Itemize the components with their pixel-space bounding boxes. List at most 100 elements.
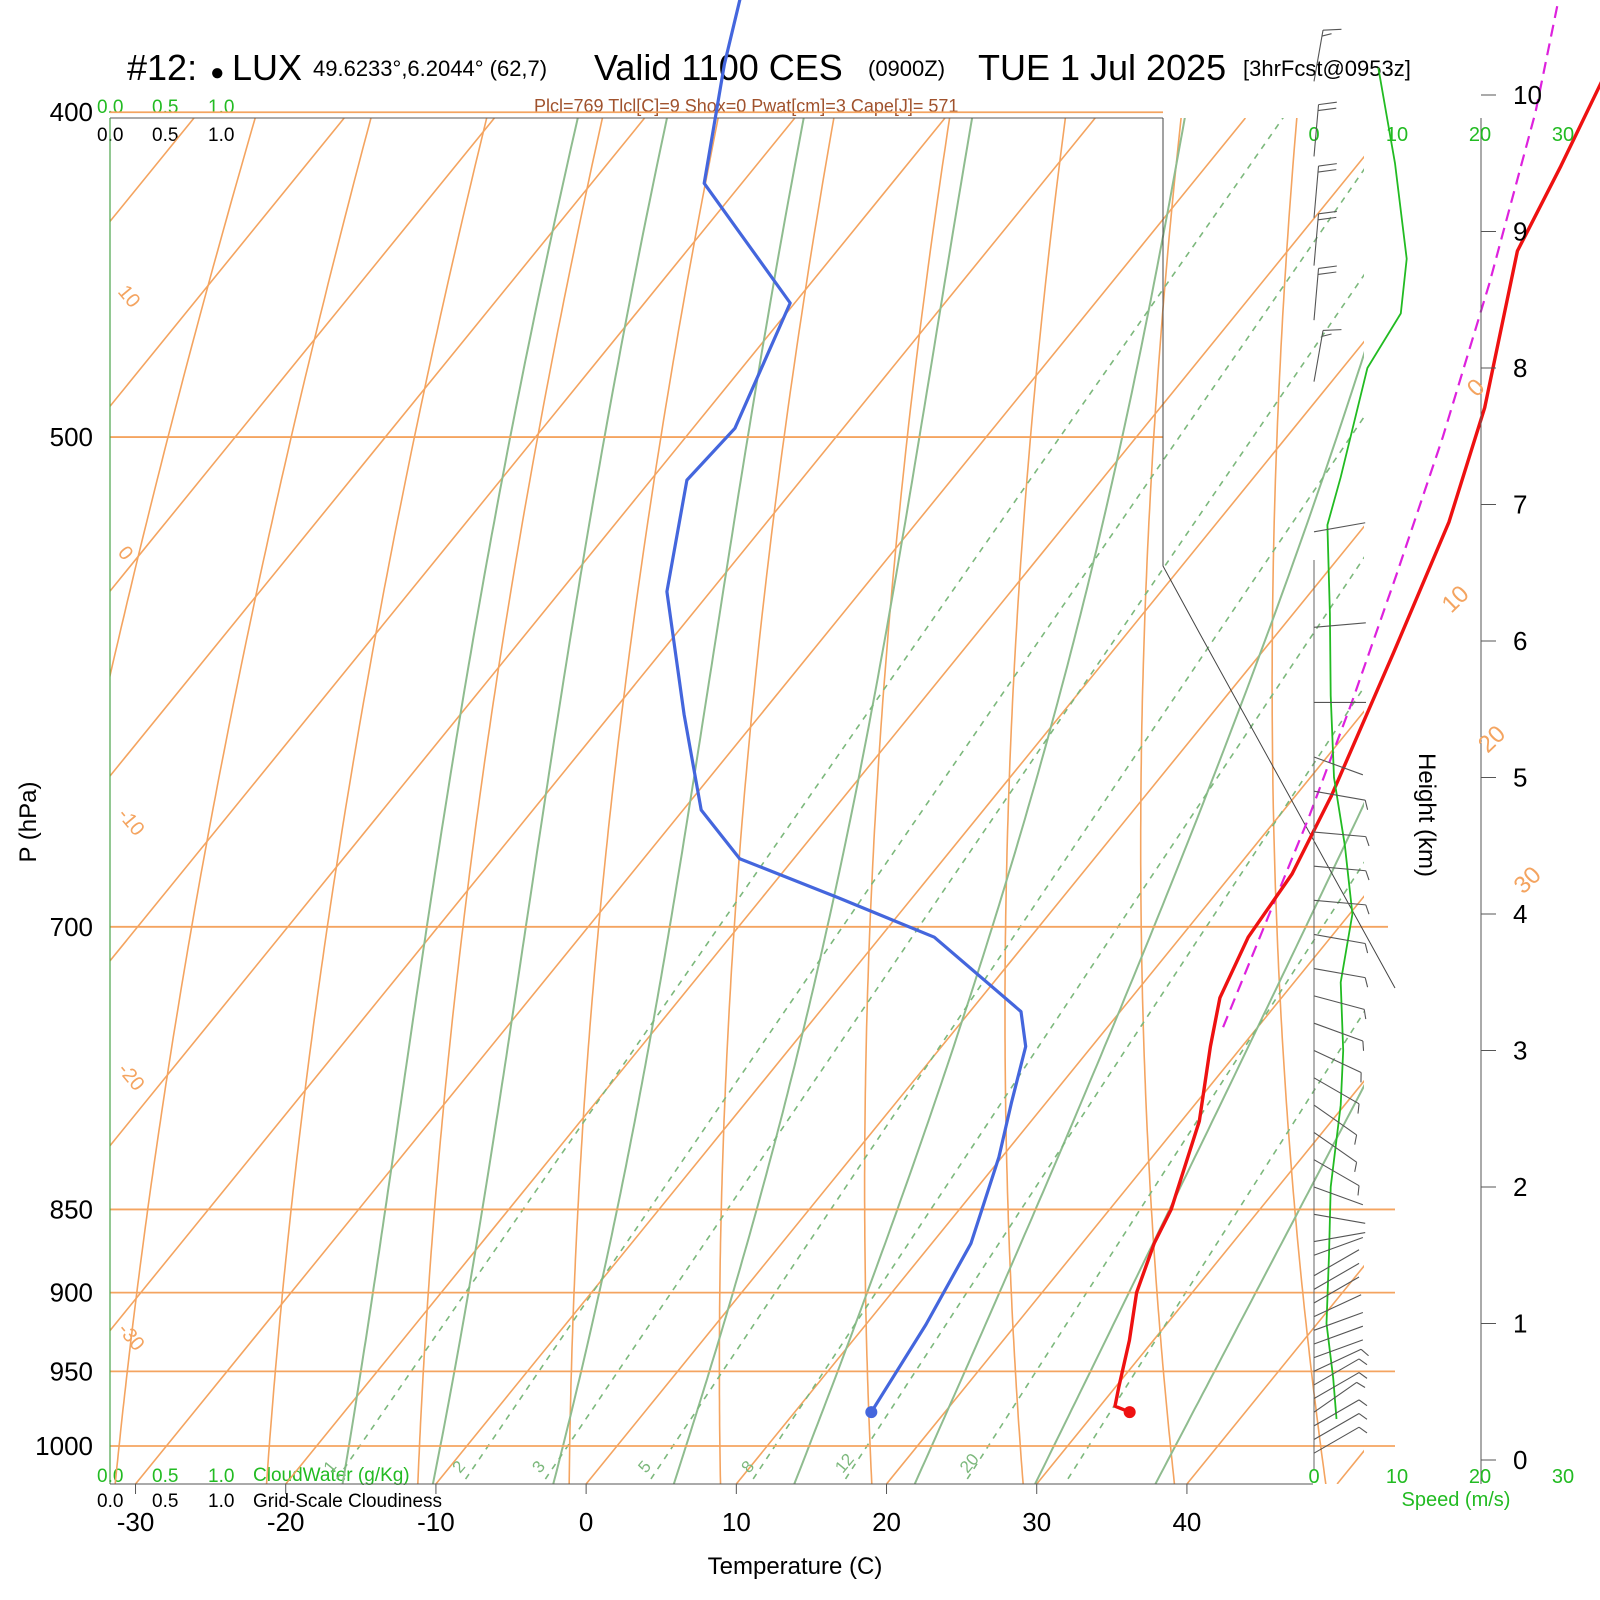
wind-barb-staff — [1313, 213, 1320, 266]
dry-adiabat-line — [417, 118, 604, 1484]
wind-barb-flag — [1318, 163, 1337, 167]
height-axis-title: Height (km) — [1413, 753, 1440, 877]
wind-barb — [1313, 968, 1369, 988]
surface-dewpoint-marker — [865, 1406, 878, 1419]
legend-top-green-1: 0.5 — [152, 97, 178, 118]
wind-barb-staff — [1313, 1249, 1360, 1277]
dry-adiabat-line — [265, 118, 488, 1484]
mixing-ratio-label: 12 — [831, 1450, 858, 1477]
wind-barb — [1313, 1236, 1364, 1256]
wind-barb — [1313, 1159, 1360, 1196]
wind-barb — [1313, 1312, 1364, 1331]
sounding-profiles — [665, 0, 1600, 1419]
legend-bottom-black-2: 1.0 — [208, 1491, 234, 1512]
wind-barb-staff — [1313, 933, 1366, 945]
temperature-tick-label: -30 — [117, 1507, 155, 1537]
wind-barb-staff — [1313, 1159, 1360, 1187]
wind-barb — [1313, 1381, 1366, 1413]
speed-tick-bottom: 10 — [1386, 1466, 1408, 1488]
wind-barb — [1313, 1413, 1368, 1441]
temperature-tick-label: 20 — [872, 1507, 901, 1537]
station-dot-icon: ● — [210, 59, 225, 86]
wind-barb — [1313, 995, 1367, 1020]
mixing-ratio-line — [541, 273, 1364, 1484]
isotherm-line — [435, 340, 1364, 1484]
legend-bottom-black-0: 0.0 — [97, 1491, 123, 1512]
isotherm-line — [285, 155, 1364, 1484]
wind-barb-flag — [1364, 800, 1369, 810]
legend-top-black-2: 1.0 — [208, 125, 234, 146]
height-tick-label: 9 — [1513, 217, 1527, 247]
legend-bottom-green-1: 0.5 — [152, 1466, 178, 1487]
isotherm-label: 30 — [1509, 861, 1547, 899]
x-axis-title: Temperature (C) — [708, 1553, 883, 1580]
dry-adiabat-line — [1004, 118, 1067, 1484]
wind-barb-flag — [1354, 1162, 1358, 1172]
cloudwater-label: CloudWater (g/Kg) — [253, 1465, 410, 1486]
wind-barb-staff — [1313, 1022, 1364, 1042]
wind-barb-flag — [1358, 1426, 1368, 1434]
pressure-tick-label: 400 — [50, 97, 93, 127]
pressure-tick-label: 900 — [50, 1278, 93, 1308]
wind-barb-staff — [1313, 1276, 1360, 1304]
isotherm-line — [110, 118, 796, 963]
isotherm-line — [1487, 118, 1600, 1484]
dry-adiabat-line — [1139, 118, 1182, 1484]
wind-barb-staff — [1313, 165, 1320, 218]
speed-tick-top: 20 — [1469, 124, 1491, 146]
dry-adiabat-label: 10 — [113, 281, 144, 312]
height-tick-label: 5 — [1513, 763, 1527, 793]
isotherm-line — [110, 118, 946, 1147]
wind-barb-staff — [1313, 865, 1366, 872]
dry-adiabat-line — [718, 118, 835, 1484]
wind-barb-staff — [1313, 1236, 1364, 1256]
dry-adiabat-line — [1271, 118, 1327, 1484]
temperature-profile — [1113, 81, 1600, 1414]
wind-barb — [1313, 1249, 1360, 1277]
moist-adiabat-line — [672, 118, 974, 1484]
legend-top-black-1: 0.5 — [152, 125, 178, 146]
wind-barb-flag — [1358, 1358, 1368, 1366]
isotherm-line — [585, 525, 1364, 1484]
wind-barb-staff — [1313, 1213, 1366, 1224]
mixing-ratio-line — [1063, 1010, 1364, 1484]
wind-barb — [1313, 1348, 1369, 1372]
wind-barb-flag — [1354, 1134, 1358, 1145]
height-tick-label: 1 — [1513, 1309, 1527, 1339]
station-id: #12: — [127, 47, 197, 88]
wind-barb-staff — [1313, 1325, 1364, 1345]
mixing-ratio-line — [963, 861, 1364, 1484]
speed-axis-title: Speed (m/s) — [1402, 1489, 1511, 1511]
isotherm-line — [735, 710, 1364, 1484]
mixing-ratio-line — [748, 556, 1364, 1484]
moist-adiabat-line — [793, 118, 1186, 1484]
legend-bottom-green-2: 1.0 — [208, 1466, 234, 1487]
pressure-axis: 2503004005007008509009501000 — [35, 97, 93, 1461]
wind-barb-staff — [1313, 1372, 1360, 1400]
wind-barb-staff — [1313, 30, 1324, 82]
temperature-tick-label: 40 — [1172, 1507, 1201, 1537]
wind-barb — [1313, 1294, 1362, 1318]
mixing-ratio-lines: 1 2 3 5 8 12 20 — [320, 118, 1364, 1484]
wind-barb-staff — [1313, 1358, 1360, 1386]
temperature-tick-label: 10 — [722, 1507, 751, 1537]
pressure-tick-label: 850 — [50, 1194, 93, 1224]
wind-barb — [1313, 1358, 1368, 1386]
temperature-tick-label: -20 — [267, 1507, 305, 1537]
wind-barb — [1313, 265, 1337, 321]
wind-barb-staff — [1313, 831, 1366, 838]
wind-barb — [1313, 1050, 1362, 1083]
mixing-ratio-label: 3 — [528, 1457, 549, 1476]
wind-barb-flag — [1317, 216, 1337, 221]
wind-barb — [1313, 756, 1364, 776]
speed-tick-bottom: 30 — [1552, 1466, 1574, 1488]
dry-adiabat-label: -20 — [113, 1059, 148, 1095]
wind-barb-staff — [1313, 1348, 1362, 1372]
wind-barb-flag — [1365, 836, 1370, 847]
legend-top-green-2: 1.0 — [208, 97, 234, 118]
height-tick-label: 0 — [1513, 1445, 1527, 1475]
speed-tick-bottom: 0 — [1308, 1466, 1319, 1488]
wind-speed-profile — [1325, 67, 1408, 1420]
legend-bottom: 0.0 0.5 1.0 CloudWater (g/Kg) 0.0 0.5 1.… — [97, 1465, 442, 1512]
wind-barb — [1313, 1186, 1364, 1206]
